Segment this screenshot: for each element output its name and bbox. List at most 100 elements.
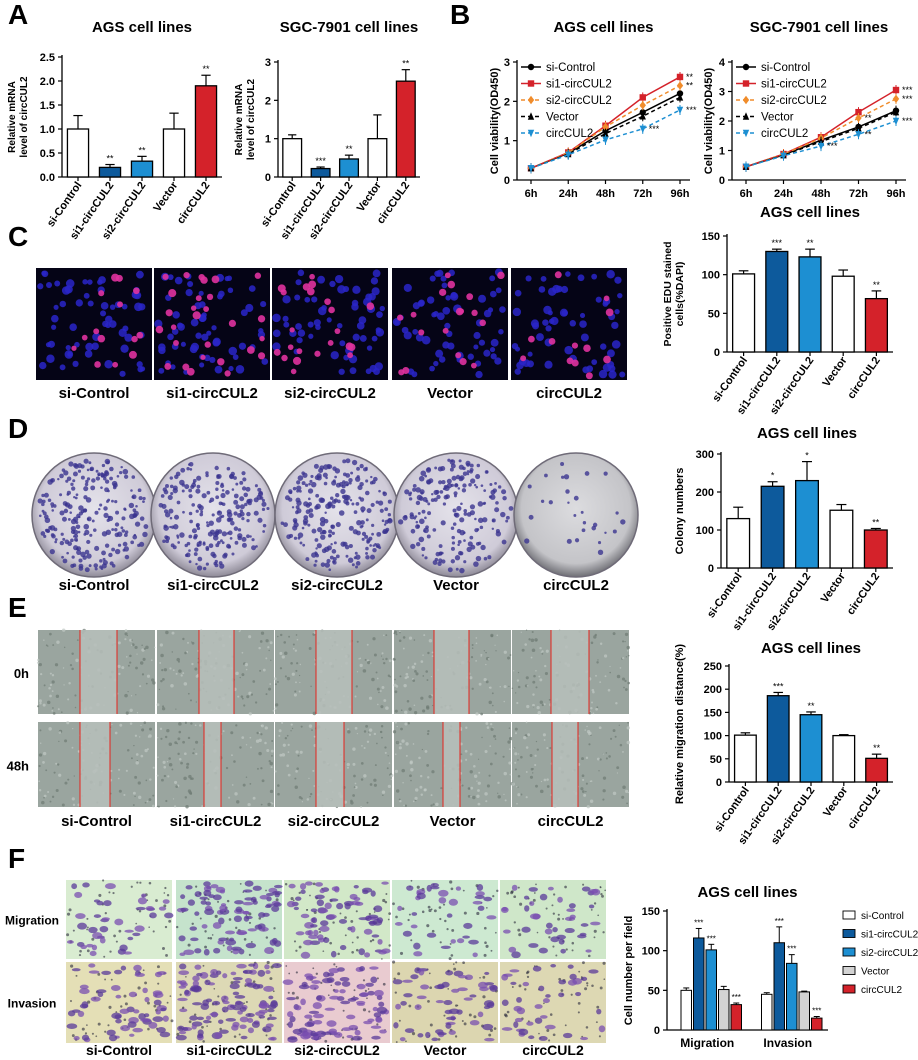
- y-axis-label: Cell viability(OD450): [703, 67, 715, 174]
- condition-label: circCUL2: [522, 1042, 584, 1058]
- panel-letter-f: F: [8, 843, 25, 874]
- significance-label: ***: [773, 681, 784, 691]
- colony-plate-si2-circcul2: [274, 452, 400, 578]
- significance-label: ***: [827, 141, 838, 151]
- assay-label: Migration: [5, 914, 59, 928]
- series-circcul2: [742, 116, 900, 172]
- data-point: [742, 63, 750, 71]
- y-tick-label: 2: [265, 95, 271, 107]
- y-tick-label: 250: [704, 661, 722, 673]
- significance-label: **: [865, 113, 873, 123]
- y-tick-label: 300: [696, 449, 714, 461]
- y-tick-label: 1.5: [40, 100, 55, 112]
- legend-label: circCUL2: [861, 985, 903, 996]
- y-axis-label: Cell number per field: [623, 916, 635, 1025]
- data-point: [676, 81, 684, 90]
- bar: [798, 991, 810, 1031]
- y-tick-label: 0: [714, 347, 720, 359]
- data-point: [892, 94, 900, 104]
- bar: [733, 734, 757, 783]
- data-point: [742, 80, 750, 87]
- chart-f: AGS cell lines Cell number per field 0 50 10…: [623, 884, 918, 1050]
- assay-label: Invasion: [8, 997, 57, 1011]
- transwell-image-si2-circcul2-migration: [284, 880, 392, 960]
- x-tick-label: 6h: [525, 188, 538, 200]
- x-tick-label: circCUL2: [845, 571, 883, 617]
- y-tick-label: 2.0: [40, 76, 55, 88]
- y-tick-label: 0: [719, 175, 725, 187]
- y-axis-label: Relative mRNAlevel of circCUL2: [7, 76, 30, 158]
- bar: [367, 138, 388, 178]
- y-tick-label: 3: [265, 57, 271, 69]
- data-point: [527, 80, 535, 87]
- significance-label: ***: [902, 94, 913, 104]
- chart-a2: SGC-7901 cell lines Relative mRNAlevel of…: [234, 19, 420, 242]
- x-tick-label: Vector: [821, 354, 851, 389]
- bar: [761, 993, 773, 1031]
- data-point: [602, 136, 609, 145]
- condition-label: circCUL2: [536, 385, 602, 402]
- bar: [799, 714, 823, 783]
- data-point: [527, 129, 535, 138]
- edu-image-si1-circcul2: [154, 268, 270, 380]
- legend-swatch: [842, 929, 856, 938]
- bar: [863, 529, 888, 569]
- data-point: [892, 117, 900, 126]
- condition-label: si2-circCUL2: [294, 1042, 380, 1058]
- transwell-image-vector-migration: [392, 879, 499, 961]
- x-tick-label: 96h: [887, 188, 906, 200]
- y-tick-label: 1: [719, 146, 725, 158]
- panel-letter-b: B: [450, 0, 470, 30]
- data-point: [817, 142, 825, 151]
- edu-image-si-control: [36, 268, 152, 380]
- y-tick-label: 200: [696, 487, 714, 499]
- data-point: [527, 112, 535, 120]
- bar: [98, 166, 122, 178]
- condition-label: si2-circCUL2: [284, 385, 376, 402]
- colony-plate-vector: [393, 452, 519, 578]
- significance-label: ***: [649, 124, 660, 134]
- data-point: [639, 112, 646, 120]
- data-point: [855, 113, 862, 123]
- bar: [765, 250, 789, 353]
- y-tick-label: 0: [654, 1025, 660, 1037]
- significance-label: **: [873, 280, 881, 290]
- bar: [773, 942, 785, 1031]
- bar: [162, 128, 186, 178]
- data-point: [855, 131, 862, 139]
- significance-label: ***: [902, 85, 913, 95]
- colony-plate-si-control: [31, 452, 157, 578]
- condition-label: si1-circCUL2: [166, 385, 258, 402]
- x-tick-label: Vector: [355, 179, 385, 214]
- legend-label: si2-circCUL2: [546, 95, 612, 107]
- data-point: [892, 107, 900, 116]
- legend-label: si1-circCUL2: [546, 79, 612, 91]
- wound-image-si2-circcul2-0h: [273, 629, 392, 716]
- y-tick-label: 200: [704, 684, 722, 696]
- colony-plate-circcul2: [513, 452, 639, 578]
- data-point: [639, 125, 646, 134]
- x-tick-label: circCUL2: [175, 180, 213, 226]
- legend-swatch: [842, 984, 856, 994]
- condition-label: si-Control: [59, 577, 130, 594]
- legend-swatch: [842, 910, 856, 920]
- legend-swatch: [842, 966, 856, 975]
- condition-label: si2-circCUL2: [291, 577, 383, 594]
- bar: [680, 989, 692, 1031]
- wound-image-circcul2-48h: [510, 721, 631, 809]
- legend-label: Vector: [861, 967, 890, 978]
- condition-label: Vector: [427, 385, 473, 402]
- x-tick-label: 72h: [849, 188, 868, 200]
- bar: [831, 275, 855, 353]
- bar: [705, 949, 717, 1031]
- y-tick-label: 0: [504, 175, 510, 187]
- condition-label: si1-circCUL2: [167, 577, 259, 594]
- x-tick-label: 24h: [774, 188, 793, 200]
- y-tick-label: 100: [702, 270, 720, 282]
- x-tick-label: circCUL2: [846, 785, 884, 831]
- data-point: [676, 73, 684, 81]
- significance-label: ***: [772, 238, 783, 248]
- chart-title: AGS cell lines: [697, 884, 797, 901]
